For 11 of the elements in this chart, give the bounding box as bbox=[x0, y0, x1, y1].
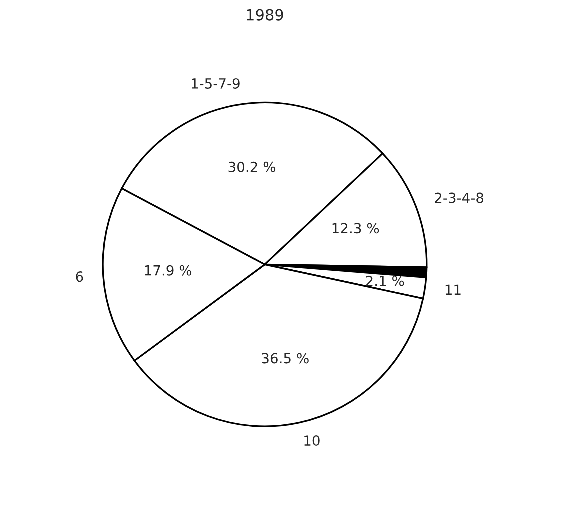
slice-label: 10 bbox=[304, 436, 320, 446]
slice-label: 6 bbox=[76, 272, 84, 282]
slice-label: 2-3-4-8 bbox=[435, 192, 484, 204]
data-label: 30.2 % bbox=[228, 162, 276, 172]
chart-title: 1989 bbox=[247, 9, 284, 21]
data-label: 17.9 % bbox=[145, 265, 192, 276]
data-label: 2.1 % bbox=[366, 276, 404, 286]
data-label: 12.3 % bbox=[332, 223, 380, 234]
slice-label: 11 bbox=[446, 284, 461, 295]
slice-label: 1-5-7-9 bbox=[192, 78, 240, 89]
data-label: 36.5 % bbox=[262, 353, 309, 364]
